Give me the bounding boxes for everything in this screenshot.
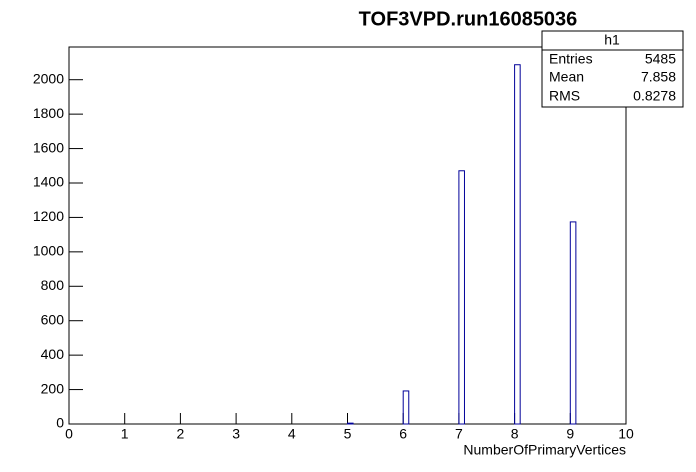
- y-tick-label: 200: [41, 380, 65, 396]
- stats-key: RMS: [549, 88, 580, 104]
- y-tick-label: 1600: [33, 139, 64, 155]
- y-tick-label: 0: [56, 415, 64, 431]
- x-tick-label: 0: [65, 426, 73, 442]
- bar: [514, 64, 521, 425]
- x-tick-label: 2: [177, 426, 185, 442]
- x-tick-label: 1: [121, 426, 129, 442]
- stats-name: h1: [604, 32, 620, 48]
- x-tick-label: 7: [455, 426, 463, 442]
- x-tick-label: 4: [288, 426, 296, 442]
- y-tick-label: 400: [41, 346, 65, 362]
- y-tick-label: 1400: [33, 174, 64, 190]
- bar: [569, 221, 577, 425]
- y-tick-label: 800: [41, 277, 65, 293]
- y-tick-label: 1200: [33, 208, 64, 224]
- stats-box: [541, 30, 684, 108]
- y-tick-label: 2000: [33, 70, 64, 86]
- stats-value: 5485: [645, 51, 676, 67]
- x-tick-label: 8: [511, 426, 519, 442]
- y-tick-label: 600: [41, 311, 65, 327]
- bar: [347, 422, 354, 425]
- y-tick-label: 1800: [33, 105, 64, 121]
- x-tick-label: 6: [399, 426, 407, 442]
- x-tick-label: 9: [566, 426, 574, 442]
- x-axis-label: NumberOfPrimaryVertices: [463, 442, 626, 458]
- stats-key: Mean: [549, 69, 584, 85]
- x-tick-label: 5: [344, 426, 352, 442]
- x-tick-label: 3: [232, 426, 240, 442]
- bar: [458, 170, 465, 425]
- stats-key: Entries: [549, 51, 593, 67]
- x-tick-label: 10: [618, 426, 634, 442]
- stats-value: 7.858: [641, 69, 676, 85]
- bar: [402, 390, 410, 425]
- y-tick-label: 1000: [33, 243, 64, 259]
- chart-title: TOF3VPD.run16085036: [359, 8, 578, 30]
- stats-value: 0.8278: [633, 88, 676, 104]
